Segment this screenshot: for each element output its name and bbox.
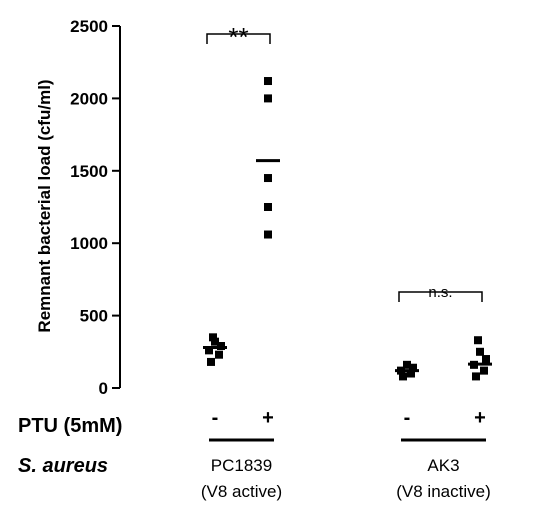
strain-note: (V8 inactive) (396, 482, 490, 501)
data-point (264, 203, 272, 211)
ptu-sign: - (212, 407, 219, 429)
ptu-sign: + (474, 407, 486, 429)
significance-label: ** (228, 22, 248, 52)
data-point (211, 337, 219, 346)
data-point (403, 360, 411, 369)
significance-label: n.s. (428, 284, 452, 301)
mean-lines (203, 159, 492, 373)
data-point (207, 357, 215, 366)
y-tick-label: 1500 (70, 162, 108, 181)
ptu-sign: + (262, 407, 274, 429)
treatment-row-label: PTU (5mM) (18, 415, 122, 437)
data-point (476, 347, 484, 356)
y-tick-label: 500 (80, 307, 108, 326)
y-tick-label: 2500 (70, 17, 108, 36)
strain-name: AK3 (427, 456, 459, 475)
y-axis: 0 500 1000 1500 2000 2500 (70, 17, 121, 398)
significance-bracket (206, 33, 271, 44)
data-point (480, 366, 488, 375)
significance-brackets: ** n.s. (206, 22, 483, 302)
ptu-sign: - (404, 407, 411, 429)
data-point (264, 77, 272, 86)
data-point (205, 346, 213, 355)
y-tick-label: 0 (99, 379, 108, 398)
data-point (215, 350, 223, 359)
strain-name: PC1839 (211, 456, 272, 475)
data-point (264, 230, 272, 239)
data-point (399, 372, 407, 381)
data-point (407, 369, 415, 378)
data-point (482, 355, 490, 364)
data-point (409, 363, 417, 372)
organism-row-label: S. aureus (18, 455, 108, 477)
data-points (205, 77, 490, 381)
data-point (264, 174, 272, 183)
strain-note: (V8 active) (201, 482, 282, 501)
y-axis-label: Remnant bacterial load (cfu/ml) (35, 79, 54, 332)
data-point (472, 372, 480, 381)
data-point (474, 336, 482, 345)
data-point (209, 333, 217, 342)
data-point (264, 94, 272, 103)
y-tick-label: 1000 (70, 234, 108, 253)
significance-bracket (398, 291, 483, 302)
y-tick-label: 2000 (70, 89, 108, 108)
group-labels: - + - + PC1839 (V8 active) AK3 (V8 inactive) (201, 407, 491, 501)
